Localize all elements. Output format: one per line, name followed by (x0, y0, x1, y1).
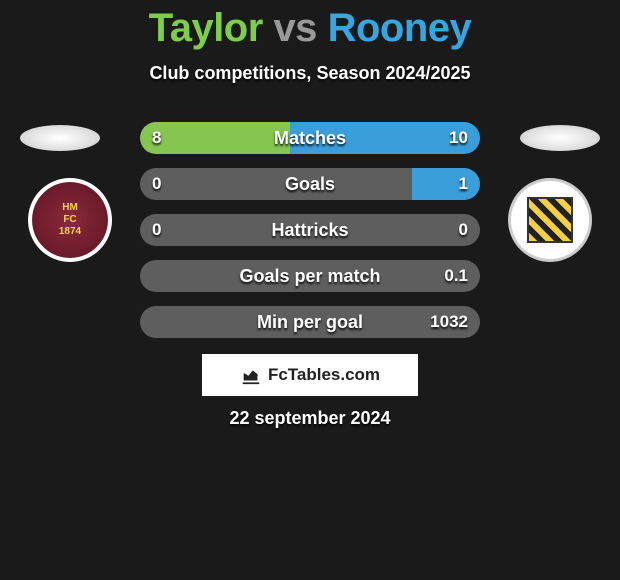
player2-avatar-placeholder (520, 125, 600, 151)
stat-row-goals: Goals 0 1 (140, 168, 480, 200)
stat-value-left: 0 (152, 174, 161, 194)
player1-name: Taylor (149, 6, 263, 50)
vs-text: vs (273, 6, 317, 50)
stat-row-min-per-goal: Min per goal 1032 (140, 306, 480, 338)
club-badge-shield-icon (527, 197, 573, 243)
stat-value-right: 1 (459, 174, 468, 194)
stat-value-left: 8 (152, 128, 161, 148)
stat-value-right: 1032 (430, 312, 468, 332)
stat-fill-right (412, 168, 480, 200)
stat-label: Hattricks (271, 220, 348, 241)
stat-value-right: 0.1 (444, 266, 468, 286)
fctables-branding: FcTables.com (202, 354, 418, 396)
comparison-title: Taylor vs Rooney (0, 0, 620, 51)
stats-container: Matches 8 10 Goals 0 1 Hattricks 0 0 Goals per ma… (140, 122, 480, 338)
stat-value-right: 0 (459, 220, 468, 240)
player1-avatar-placeholder (20, 125, 100, 151)
stat-value-left: 0 (152, 220, 161, 240)
stat-label: Matches (274, 128, 346, 149)
stat-fill-left (140, 122, 290, 154)
player1-club-badge (28, 178, 112, 262)
branding-text: FcTables.com (268, 365, 380, 385)
stat-label: Goals per match (239, 266, 380, 287)
stat-label: Goals (285, 174, 335, 195)
chart-icon (240, 364, 262, 386)
stat-value-right: 10 (449, 128, 468, 148)
subtitle: Club competitions, Season 2024/2025 (0, 63, 620, 84)
stat-label: Min per goal (257, 312, 363, 333)
stat-row-matches: Matches 8 10 (140, 122, 480, 154)
stat-row-goals-per-match: Goals per match 0.1 (140, 260, 480, 292)
stat-row-hattricks: Hattricks 0 0 (140, 214, 480, 246)
player2-name: Rooney (328, 6, 472, 50)
player2-club-badge (508, 178, 592, 262)
infographic-date: 22 september 2024 (0, 408, 620, 429)
